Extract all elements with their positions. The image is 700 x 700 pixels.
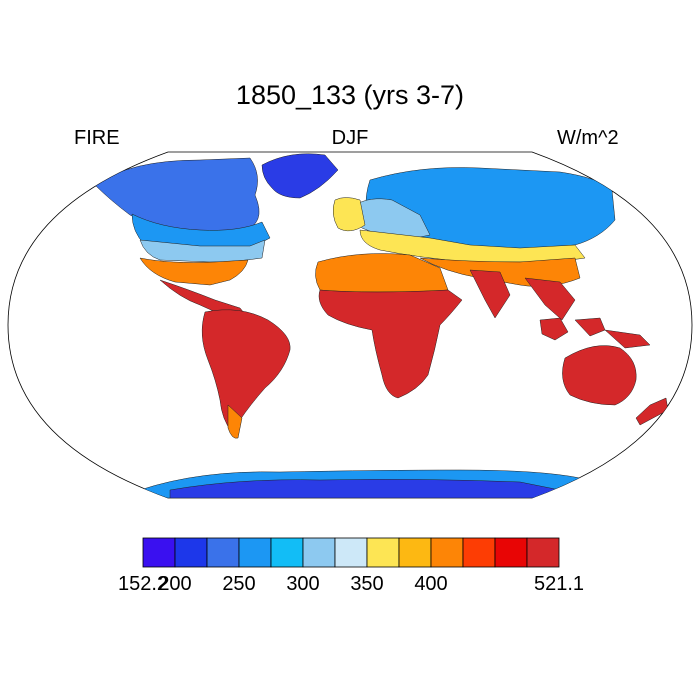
colorbar-box: [302, 537, 336, 568]
season-label: DJF: [331, 127, 369, 149]
south-america: [201, 309, 291, 439]
colorbar-box: [142, 537, 176, 568]
colorbar-box: [494, 537, 528, 568]
colorbar-box: [430, 537, 464, 568]
colorbar-box: [334, 537, 368, 568]
eurasia: [332, 167, 616, 321]
colorbar-box: [174, 537, 208, 568]
colorbar-tick-label: 350: [350, 573, 384, 595]
colorbar: [142, 537, 560, 568]
maritime-asia: [539, 317, 651, 349]
north-america: [94, 157, 271, 323]
colorbar-box: [238, 537, 272, 568]
colorbar-tick-label: 250: [222, 573, 256, 595]
antarctica: [139, 469, 581, 498]
colorbar-tick-label: 152.2: [117, 573, 169, 595]
colorbar-box: [526, 537, 560, 568]
colorbar-tick-label: 300: [286, 573, 320, 595]
colorbar-tick-label: 521.1: [533, 573, 585, 595]
colorbar-box: [366, 537, 400, 568]
plot-title: 1850_133 (yrs 3-7): [235, 80, 465, 110]
units-label: W/m^2: [557, 127, 619, 149]
new-zealand: [635, 397, 669, 426]
variable-label: FIRE: [74, 127, 120, 149]
colorbar-tick-label: 200: [158, 573, 192, 595]
colorbar-box: [206, 537, 240, 568]
colorbar-box: [462, 537, 496, 568]
greenland: [261, 153, 339, 199]
colorbar-box: [270, 537, 304, 568]
australia: [562, 345, 637, 406]
africa: [315, 253, 463, 399]
colorbar-tick-label: 400: [414, 573, 448, 595]
colorbar-box: [398, 537, 432, 568]
